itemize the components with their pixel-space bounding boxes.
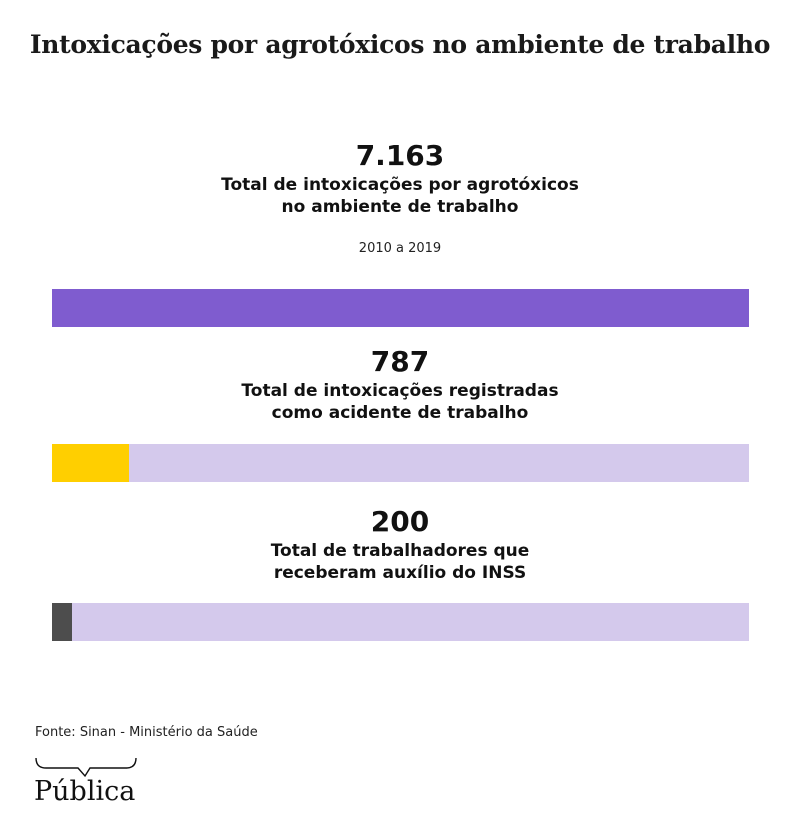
speech-bracket-icon <box>35 757 137 778</box>
stat-block-accident: 787 Total de intoxicações registradas co… <box>0 346 800 424</box>
bar-fill-total <box>52 289 749 327</box>
stat-value-total: 7.163 <box>355 139 445 172</box>
bar-track-accident <box>52 444 749 482</box>
stat-label-total-line1: Total de intoxicações por agrotóxicos <box>221 175 579 195</box>
stat-label-total-line2: no ambiente de trabalho <box>281 197 519 217</box>
chart-title: Intoxicações por agrotóxicos no ambiente… <box>29 30 771 59</box>
bar-fill-accident <box>52 444 129 482</box>
publica-logo: Pública <box>34 756 144 812</box>
stat-label-accident-line2: como acidente de trabalho <box>271 403 529 423</box>
bar-fill-inss <box>52 603 72 641</box>
stat-label-inss-line1: Total de trabalhadores que <box>270 541 530 561</box>
bar-track-inss <box>52 603 749 641</box>
bar-track-total <box>52 289 749 327</box>
stat-value-accident: 787 <box>370 345 430 378</box>
stat-label-inss-line2: receberam auxílio do INSS <box>273 563 527 583</box>
source-note: Fonte: Sinan - Ministério da Saúde <box>35 725 258 740</box>
stat-label-accident-line1: Total de intoxicações registradas <box>241 381 559 401</box>
stat-value-inss: 200 <box>370 505 430 538</box>
period-label: 2010 a 2019 <box>358 241 442 256</box>
stat-block-inss: 200 Total de trabalhadores que receberam… <box>0 506 800 584</box>
logo-text: Pública <box>34 776 136 807</box>
stat-block-total: 7.163 Total de intoxicações por agrotóxi… <box>0 140 800 218</box>
